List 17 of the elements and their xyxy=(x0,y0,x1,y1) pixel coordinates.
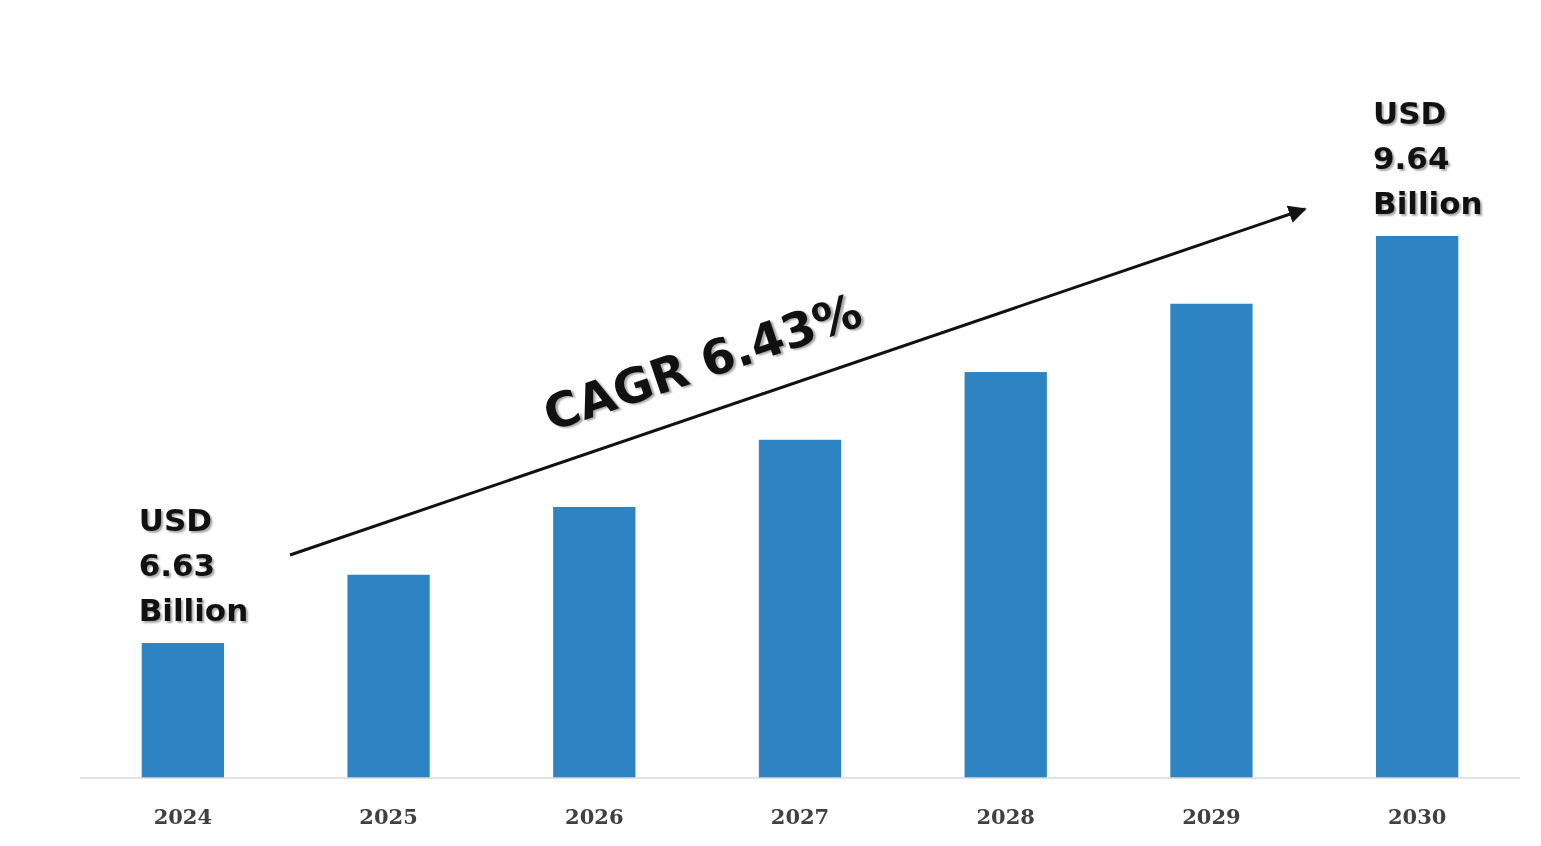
x-tick-label: 2025 xyxy=(359,804,418,829)
annotation: CAGR 6.43% xyxy=(536,281,869,442)
bar xyxy=(347,574,430,778)
annotation: USD 6.63 Billion xyxy=(138,502,249,629)
x-tick-label: 2027 xyxy=(770,804,830,829)
x-tick-label: 2024 xyxy=(153,804,213,829)
bar xyxy=(553,507,636,778)
bar xyxy=(1170,303,1253,778)
x-tick-label: 2029 xyxy=(1182,804,1241,829)
x-tick-label: 2026 xyxy=(565,804,624,829)
x-tick-label: 2030 xyxy=(1387,804,1447,829)
text: USD 9.64 Billion xyxy=(1373,95,1483,221)
bar xyxy=(1376,236,1459,778)
bar xyxy=(141,643,224,778)
bar xyxy=(758,439,842,778)
bar xyxy=(964,372,1047,778)
x-tick-label: 2028 xyxy=(976,804,1035,829)
